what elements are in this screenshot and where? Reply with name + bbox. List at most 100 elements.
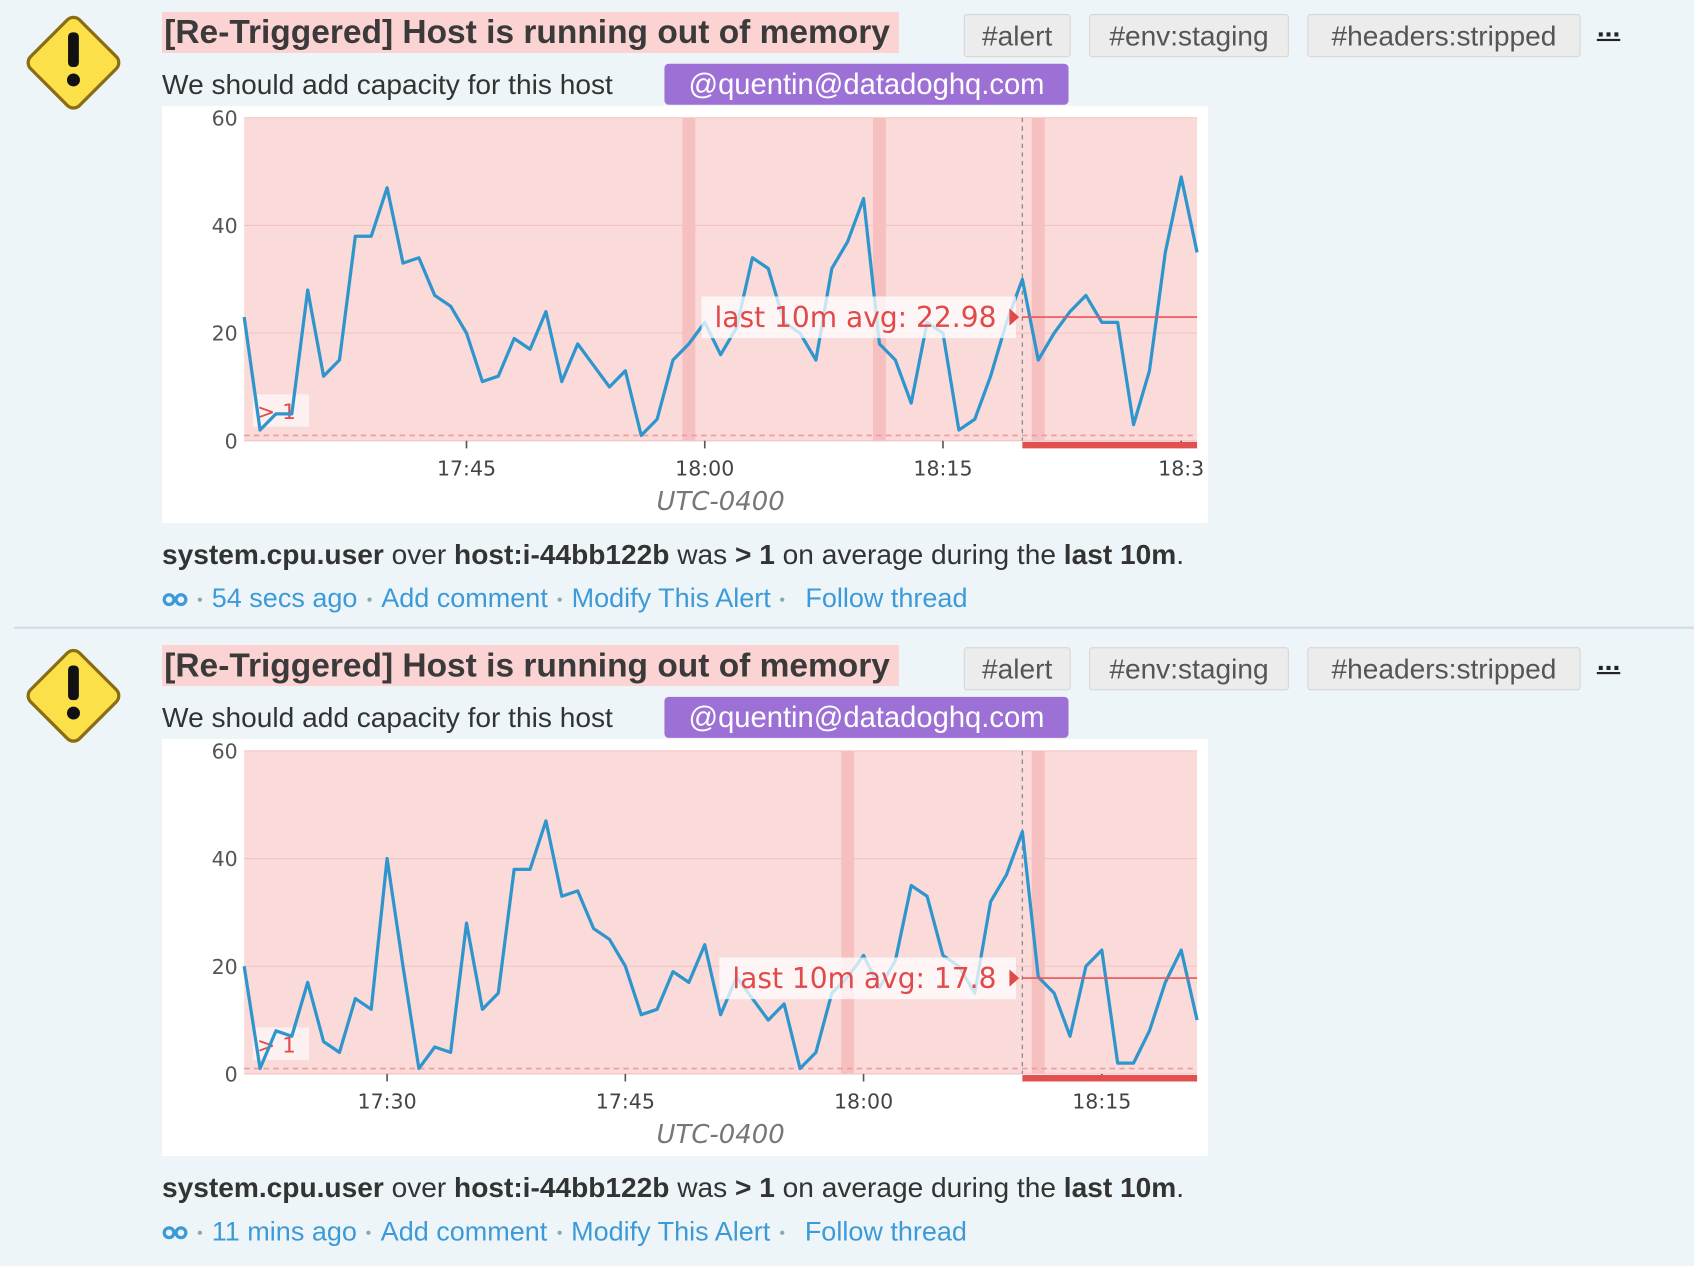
x-axis-label: UTC-0400 (657, 1120, 785, 1150)
x-tick-label: 18:15 (913, 456, 972, 480)
permalink-icon[interactable] (162, 1225, 188, 1240)
icon-ring (162, 1225, 176, 1239)
separator (366, 1230, 371, 1235)
y-tick-label: 60 (212, 739, 238, 763)
avg-marker (1009, 308, 1020, 326)
tag[interactable]: #headers:stripped (1307, 14, 1581, 58)
x-tick-label: 18:3 (1158, 456, 1204, 480)
footer-link[interactable]: Follow thread (805, 583, 968, 614)
summary-part: over (383, 538, 455, 571)
event-title[interactable]: [Re-Triggered] Host is running out of me… (162, 11, 899, 53)
more-button[interactable]: ... (1596, 10, 1621, 44)
timestamp[interactable]: 54 secs ago (211, 583, 358, 614)
summary-part: > 1 (735, 1171, 775, 1204)
event-band (1031, 117, 1045, 441)
icon-dot (66, 706, 80, 720)
x-tick-label: 18:00 (834, 1089, 893, 1113)
y-tick-label: 60 (212, 106, 238, 130)
threshold-label-bg (252, 394, 309, 427)
tag[interactable]: #headers:stripped (1307, 647, 1581, 691)
icon-bang (68, 665, 79, 701)
summary-part: . (1176, 538, 1185, 571)
threshold-label: > 1 (257, 1033, 296, 1058)
message: We should add capacity for this host (162, 701, 613, 734)
y-tick-label: 40 (212, 214, 238, 238)
cpu-line (242, 819, 1199, 1071)
summary-part: last 10m (1063, 538, 1177, 571)
event-band (1031, 750, 1045, 1074)
icon-ring (174, 1225, 188, 1239)
y-tick-label: 0 (225, 1062, 238, 1086)
mention[interactable]: @quentin@datadoghq.com (664, 63, 1069, 105)
window-bar (1022, 1074, 1198, 1082)
plot-area (244, 117, 1198, 441)
tag[interactable]: #alert (963, 14, 1071, 58)
tag[interactable]: #env:staging (1089, 647, 1289, 691)
window-bar (1022, 441, 1198, 449)
avg-label-bg (701, 296, 1016, 339)
summary-part: was (669, 538, 736, 571)
more-button[interactable]: ... (1596, 643, 1621, 677)
x-tick-label: 17:45 (437, 456, 496, 480)
summary-part: system.cpu.user (162, 1171, 384, 1204)
y-tick-label: 20 (212, 955, 238, 979)
footer-link[interactable]: Modify This Alert (571, 1216, 771, 1247)
x-tick-label: 17:30 (358, 1089, 417, 1113)
summary: system.cpu.user over host:i-44bb122b was… (162, 538, 1184, 571)
avg-label: last 10m avg: 17.8 (732, 962, 996, 995)
separator (557, 596, 562, 602)
x-tick-label: 18:15 (1072, 1089, 1131, 1113)
footer: 11 mins ago Add comment Modify This Alert F… (162, 1217, 967, 1248)
icon-ring (162, 592, 176, 606)
separator (780, 596, 785, 602)
separator (367, 596, 372, 602)
summary-part: last 10m (1063, 1171, 1177, 1204)
x-tick-label: 17:45 (596, 1089, 655, 1113)
footer-link[interactable]: Add comment (381, 583, 548, 614)
chart: 0 20 40 60 17:30 17:45 18:00 18:15 UTC-0400 > 1 la… (162, 738, 1208, 1157)
separator-line (14, 626, 1694, 629)
tag[interactable]: #alert (963, 647, 1071, 691)
summary: system.cpu.user over host:i-44bb122b was… (162, 1171, 1184, 1204)
separator (197, 1230, 203, 1235)
cpu-line (242, 175, 1199, 438)
event-band (841, 750, 855, 1074)
footer-link[interactable]: Add comment (380, 1216, 548, 1247)
x-tick-label: 18:00 (675, 456, 734, 480)
summary-part: on average during the (774, 538, 1064, 571)
warning-icon (26, 15, 121, 110)
event: [Re-Triggered] Host is running out of me… (14, 10, 1694, 629)
tag[interactable]: #env:staging (1089, 14, 1289, 58)
event: [Re-Triggered] Host is running out of me… (0, 633, 1694, 1266)
summary-part: over (383, 1171, 455, 1204)
event-band (682, 117, 696, 441)
summary-part: system.cpu.user (162, 538, 384, 571)
summary-part: . (1176, 1171, 1185, 1204)
message: We should add capacity for this host (162, 68, 613, 101)
separator (779, 1230, 785, 1235)
event-title[interactable]: [Re-Triggered] Host is running out of me… (162, 644, 899, 687)
y-tick-label: 40 (212, 847, 238, 871)
avg-label-bg (719, 957, 1016, 1000)
y-tick-label: 20 (212, 322, 238, 346)
summary-part: was (669, 1171, 736, 1204)
summary-part: host:i-44bb122b (454, 1171, 670, 1204)
footer: 54 secs ago Add comment Modify This Alert F… (162, 583, 967, 614)
permalink-icon[interactable] (162, 592, 188, 607)
icon-dot (66, 73, 80, 87)
footer-link[interactable]: Follow thread (804, 1216, 967, 1247)
y-tick-label: 0 (225, 429, 238, 453)
mention[interactable]: @quentin@datadoghq.com (664, 696, 1069, 738)
separator (557, 1230, 562, 1235)
avg-label: last 10m avg: 22.98 (714, 301, 996, 334)
avg-marker (1009, 969, 1020, 987)
warning-icon (26, 648, 121, 743)
icon-ring (174, 592, 188, 606)
event-band (872, 117, 886, 441)
icon-bang (68, 32, 79, 67)
timestamp[interactable]: 11 mins ago (211, 1216, 357, 1247)
footer-link[interactable]: Modify This Alert (571, 583, 771, 614)
